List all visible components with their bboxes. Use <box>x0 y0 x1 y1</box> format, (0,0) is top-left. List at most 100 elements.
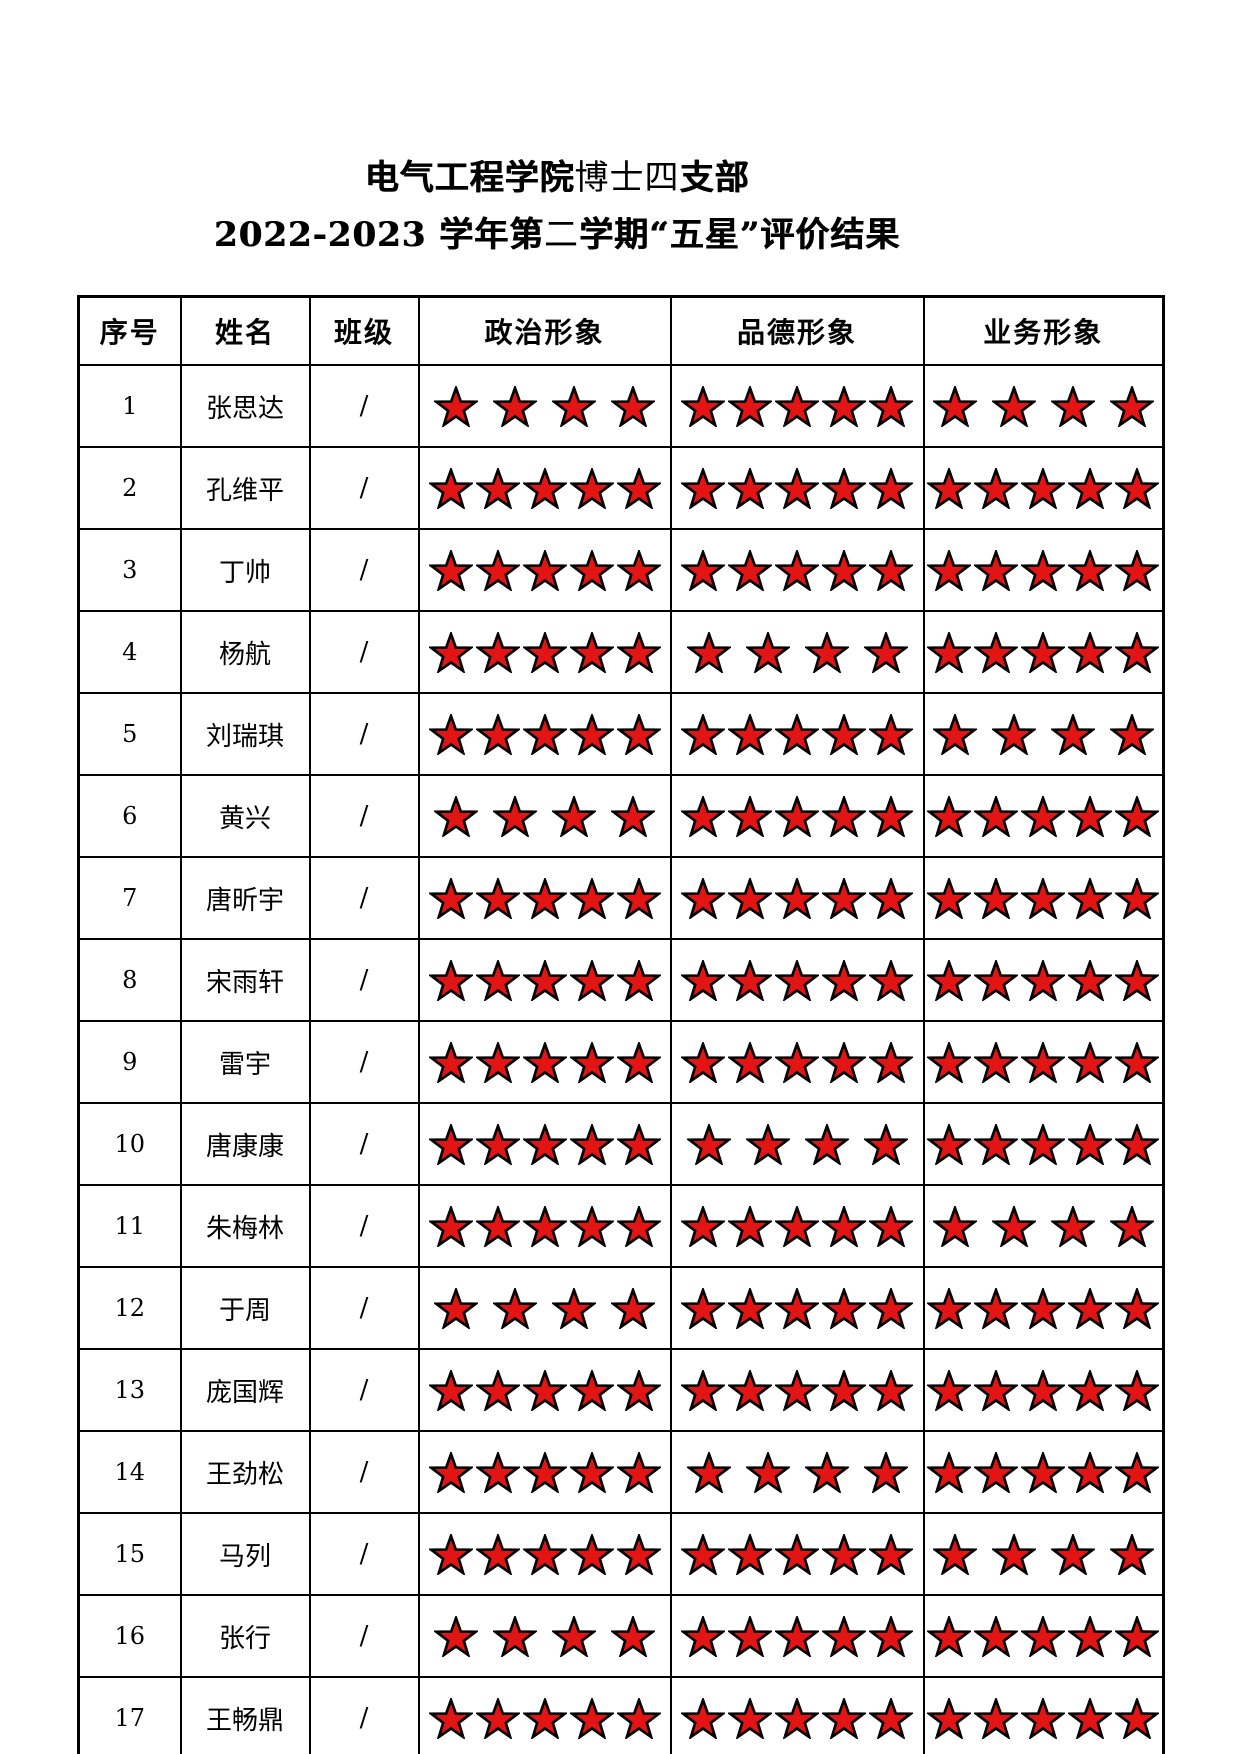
class-cell: / <box>308 692 420 776</box>
star-icon <box>775 467 819 509</box>
star-icon <box>475 1533 520 1575</box>
star-icon <box>569 631 614 673</box>
title1-part3: 支部 <box>679 158 750 198</box>
star-icon <box>927 795 972 837</box>
star-icon <box>974 1041 1019 1083</box>
serial-cell: 6 <box>77 774 182 858</box>
star-icon <box>804 1123 849 1165</box>
class-cell: / <box>308 446 420 530</box>
star-icon <box>974 1369 1019 1411</box>
table-header-row: 序号 姓名 班级 政治形象 品德形象 业务形象 <box>77 295 1165 366</box>
star-icon <box>927 1369 972 1411</box>
star-icon <box>522 877 567 919</box>
star-rating <box>421 1369 669 1411</box>
star-icon <box>927 1451 972 1493</box>
title-block: 电气工程学院博士四支部 2022-2023 学年第二学期“五星”评价结果 <box>0 150 1114 264</box>
star-rating <box>421 631 669 673</box>
star-icon <box>869 1205 913 1247</box>
star-icon <box>569 1205 614 1247</box>
star-icon <box>686 631 731 673</box>
star-icon <box>1068 1287 1113 1329</box>
star-icon <box>1068 1123 1113 1165</box>
star-icon <box>616 1451 661 1493</box>
business-stars-cell <box>922 1594 1165 1678</box>
moral-stars-cell <box>669 364 925 448</box>
star-rating <box>421 1041 669 1083</box>
star-icon <box>775 877 819 919</box>
star-rating <box>421 1451 669 1493</box>
star-icon <box>681 795 725 837</box>
star-icon <box>1115 877 1160 919</box>
star-icon <box>775 1615 819 1657</box>
star-rating <box>421 877 669 919</box>
star-icon <box>804 631 849 673</box>
star-rating <box>421 549 669 591</box>
star-icon <box>822 713 866 755</box>
political-stars-cell <box>417 1184 672 1268</box>
class-cell: / <box>308 856 420 940</box>
star-icon <box>616 713 661 755</box>
star-icon <box>681 1041 725 1083</box>
business-stars-cell <box>922 1348 1165 1432</box>
star-icon <box>991 385 1036 427</box>
business-stars-cell <box>922 1020 1165 1104</box>
star-icon <box>616 1533 661 1575</box>
star-icon <box>927 1287 972 1329</box>
serial-cell: 11 <box>77 1184 182 1268</box>
table-row: 15 马列 / <box>77 1512 1165 1596</box>
serial-cell: 12 <box>77 1266 182 1350</box>
star-icon <box>927 1697 972 1739</box>
star-rating <box>926 1287 1162 1329</box>
political-stars-cell <box>417 856 672 940</box>
star-icon <box>1068 1697 1113 1739</box>
political-stars-cell <box>417 1348 672 1432</box>
star-icon <box>1115 1369 1160 1411</box>
star-icon <box>569 549 614 591</box>
star-icon <box>681 1205 725 1247</box>
star-icon <box>775 1205 819 1247</box>
serial-cell: 10 <box>77 1102 182 1186</box>
star-icon <box>428 877 473 919</box>
star-icon <box>686 1451 731 1493</box>
business-stars-cell <box>922 1266 1165 1350</box>
class-cell: / <box>308 1348 420 1432</box>
political-stars-cell <box>417 364 672 448</box>
political-stars-cell <box>417 1266 672 1350</box>
serial-cell: 3 <box>77 528 182 612</box>
title2-part3: 学期“五星”评价结果 <box>579 215 901 255</box>
star-rating <box>926 1369 1162 1411</box>
star-icon <box>822 1287 866 1329</box>
name-cell: 唐康康 <box>179 1102 311 1186</box>
star-icon <box>475 1123 520 1165</box>
star-icon <box>681 1369 725 1411</box>
star-icon <box>428 1451 473 1493</box>
star-icon <box>475 1451 520 1493</box>
serial-cell: 9 <box>77 1020 182 1104</box>
star-rating <box>421 1205 669 1247</box>
star-icon <box>1115 1451 1160 1493</box>
star-icon <box>822 1615 866 1657</box>
star-icon <box>728 959 772 1001</box>
class-cell: / <box>308 1676 420 1754</box>
star-icon <box>522 1123 567 1165</box>
star-icon <box>428 1123 473 1165</box>
star-icon <box>1115 549 1160 591</box>
title2-part1: 2022-2023 学年第 <box>213 215 545 255</box>
title1-part2: 博士四 <box>574 158 680 198</box>
star-icon <box>522 1451 567 1493</box>
star-icon <box>822 959 866 1001</box>
political-stars-cell <box>417 1020 672 1104</box>
star-icon <box>681 1615 725 1657</box>
star-icon <box>991 713 1036 755</box>
moral-stars-cell <box>669 528 925 612</box>
class-cell: / <box>308 528 420 612</box>
serial-cell: 13 <box>77 1348 182 1432</box>
star-icon <box>822 1697 866 1739</box>
star-icon <box>775 1533 819 1575</box>
star-icon <box>775 549 819 591</box>
moral-stars-cell <box>669 1184 925 1268</box>
star-icon <box>428 1205 473 1247</box>
star-icon <box>1021 877 1066 919</box>
star-rating <box>926 549 1162 591</box>
class-cell: / <box>308 1102 420 1186</box>
